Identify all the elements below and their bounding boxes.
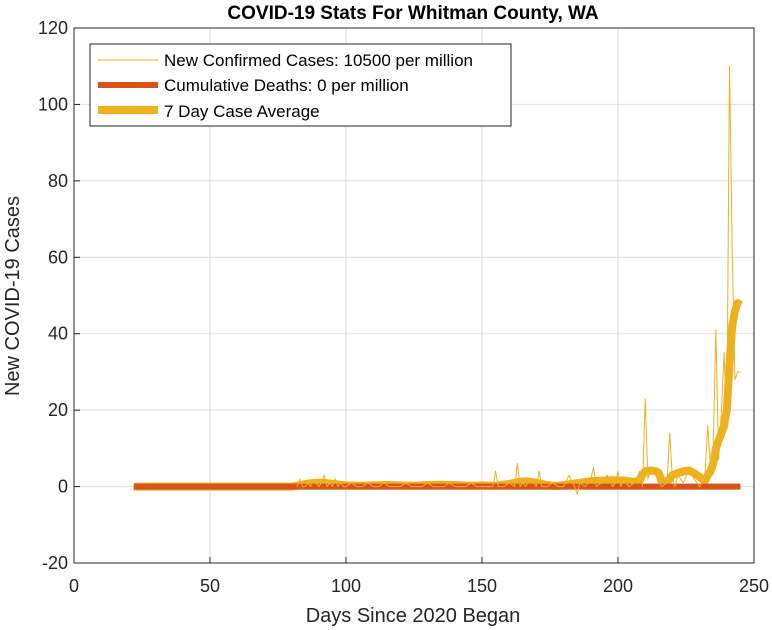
- y-tick-label: 20: [48, 400, 68, 420]
- x-tick-label: 100: [331, 576, 361, 596]
- y-tick-label: 100: [38, 94, 68, 114]
- chart-title: COVID-19 Stats For Whitman County, WA: [227, 3, 598, 24]
- x-tick-label: 200: [603, 576, 633, 596]
- legend: New Confirmed Cases: 10500 per million C…: [89, 43, 512, 127]
- y-axis-label: New COVID-19 Cases: [2, 196, 24, 396]
- x-tick-label: 250: [739, 576, 769, 596]
- x-axis-label: Days Since 2020 Began: [306, 605, 521, 627]
- x-tick-label: 50: [200, 576, 220, 596]
- x-tick-label: 150: [467, 576, 497, 596]
- series-new-cases: [296, 65, 741, 495]
- y-tick-label: 0: [58, 477, 68, 497]
- y-tick-label: 120: [38, 18, 68, 38]
- legend-label-deaths: Cumulative Deaths: 0 per million: [164, 76, 409, 95]
- plot-area: [133, 65, 743, 495]
- y-tick-label: 80: [48, 171, 68, 191]
- y-tick-label: -20: [42, 553, 68, 573]
- axes-box: [73, 27, 755, 564]
- x-tick-label: 0: [69, 576, 79, 596]
- legend-label-average: 7 Day Case Average: [164, 102, 320, 121]
- legend-label-new-cases: New Confirmed Cases: 10500 per million: [164, 51, 473, 70]
- legend-box: [89, 43, 512, 127]
- y-tick-label: 60: [48, 247, 68, 267]
- y-tick-label: 40: [48, 324, 68, 344]
